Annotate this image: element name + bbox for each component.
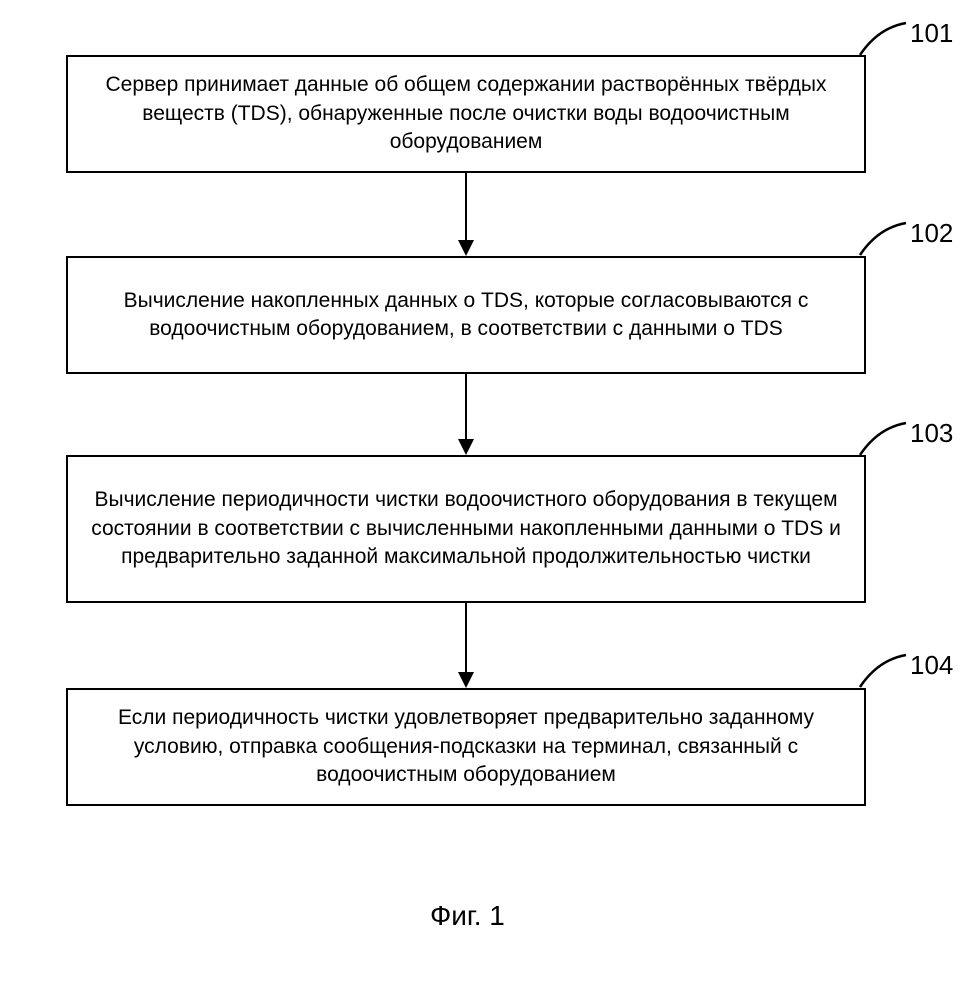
arrow-line [465,603,467,672]
figure-caption: Фиг. 1 [430,900,505,932]
box-text: Сервер принимает данные об общем содержа… [88,71,844,156]
flowchart-box-104: Если периодичность чистки удовлетворяет … [66,688,866,806]
box-label-104: 104 [910,650,953,681]
flowchart-box-101: Сервер принимает данные об общем содержа… [66,55,866,173]
callout-101 [858,18,918,60]
box-text: Вычисление периодичности чистки водоочис… [88,486,844,571]
arrow-line [465,374,467,439]
arrow-line [465,173,467,240]
box-label-103: 103 [910,418,953,449]
arrow-head [458,439,474,455]
box-text: Вычисление накопленных данных о TDS, кот… [88,287,844,344]
callout-104 [858,650,918,692]
flowchart-container: Сервер принимает данные об общем содержа… [0,0,973,1000]
box-label-102: 102 [910,218,953,249]
flowchart-box-103: Вычисление периодичности чистки водоочис… [66,455,866,603]
flowchart-box-102: Вычисление накопленных данных о TDS, кот… [66,256,866,374]
callout-103 [858,418,918,460]
arrow-head [458,672,474,688]
arrow-head [458,240,474,256]
box-label-101: 101 [910,18,953,49]
callout-102 [858,218,918,260]
box-text: Если периодичность чистки удовлетворяет … [88,704,844,789]
